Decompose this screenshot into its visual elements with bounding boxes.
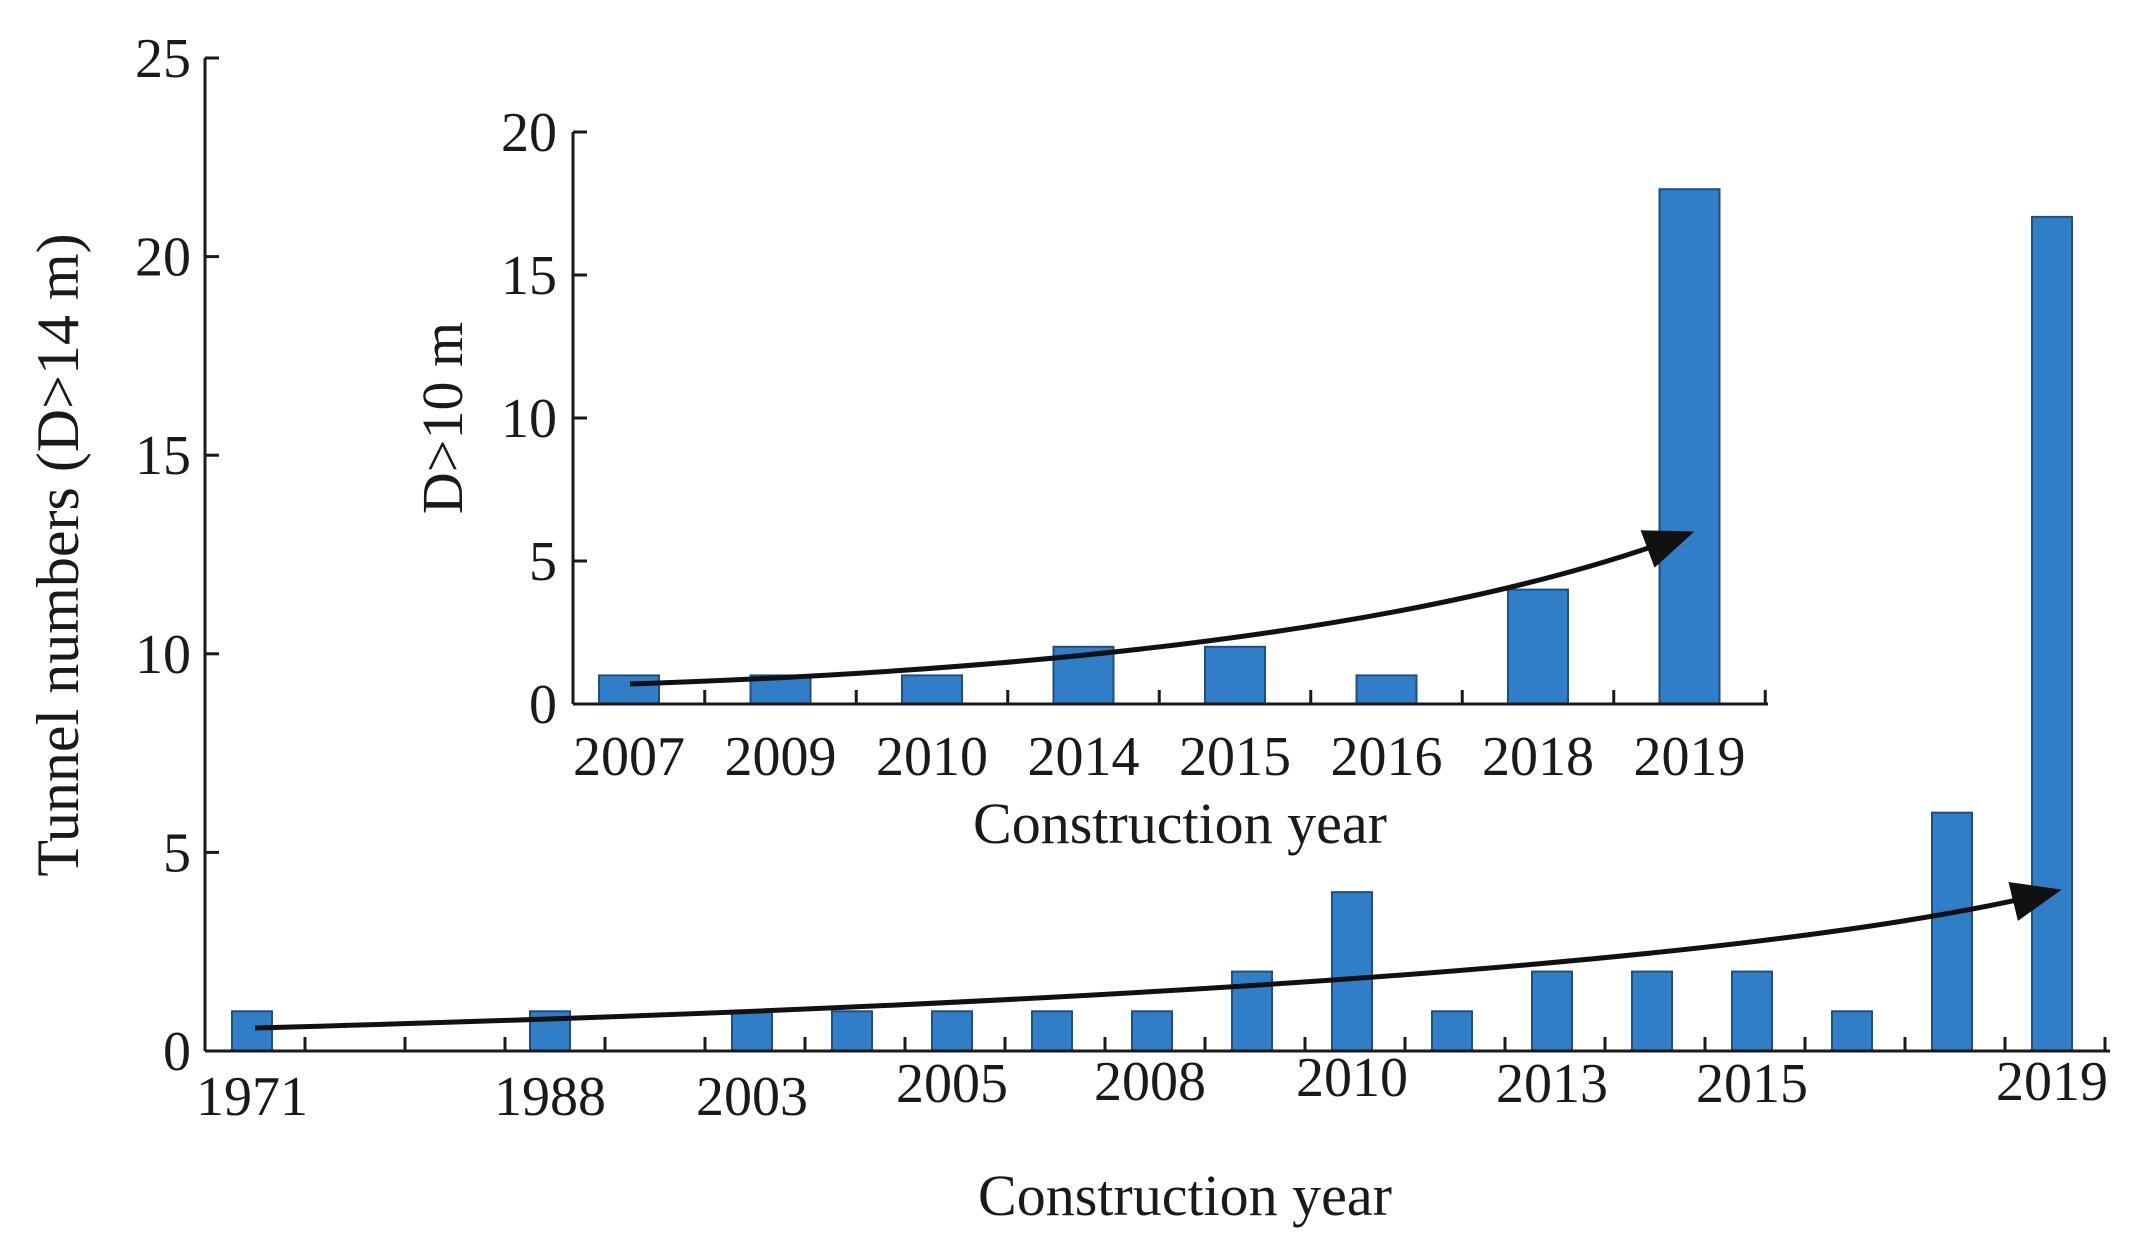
main-y-ticks: 0 5 10 15 20 25 xyxy=(135,28,219,1083)
inset-bar-2015 xyxy=(1204,645,1266,705)
inset-bar-2007 xyxy=(598,674,660,706)
main-trend-arrow xyxy=(254,882,2062,1031)
inset-x-tick-label: 2016 xyxy=(1331,726,1443,788)
main-y-tick-label: 25 xyxy=(135,28,191,90)
main-x-tick-label: 2010 xyxy=(1296,1047,1408,1109)
inset-x-tick-label: 2014 xyxy=(1028,726,1140,788)
main-bars xyxy=(231,215,2073,1053)
main-x-tick-label: 2013 xyxy=(1496,1053,1608,1115)
main-x-tick-label: 2003 xyxy=(696,1066,808,1128)
main-x-axis-label: Construction year xyxy=(978,1163,1392,1228)
main-bar-2016 xyxy=(1831,1010,1873,1053)
main-y-tick-label: 5 xyxy=(163,822,191,884)
main-bar-2003 xyxy=(731,1010,773,1053)
inset-bar-2018 xyxy=(1507,588,1569,705)
main-x-tick-label: 2005 xyxy=(896,1053,1008,1115)
inset-x-tick-label: 2015 xyxy=(1179,726,1291,788)
main-bar-2013 xyxy=(1531,970,1573,1052)
inset-bar-2019 xyxy=(1658,188,1721,705)
inset-x-tick-label: 2019 xyxy=(1634,726,1746,788)
main-x-tick-label: 2008 xyxy=(1094,1051,1206,1113)
main-bar-2007 xyxy=(1131,1010,1173,1053)
main-bar-2004 xyxy=(831,1010,873,1053)
main-x-tick-label: 1988 xyxy=(494,1066,606,1128)
inset-y-tick-label: 10 xyxy=(501,388,557,450)
main-x-tick-label: 1971 xyxy=(196,1066,308,1128)
main-y-axis-label: Tunnel numbers (D>14 m) xyxy=(25,233,91,876)
inset-bars xyxy=(598,188,1721,706)
inset-bar-2010 xyxy=(901,674,963,706)
inset-y-tick-label: 20 xyxy=(501,102,557,164)
inset-x-axis-label: Construction year xyxy=(973,791,1387,856)
main-x-ticks: 1971 1988 2003 2005 2008 2010 2013 2015 2019 xyxy=(196,1037,2108,1128)
inset-y-tick-label: 5 xyxy=(529,531,557,593)
main-y-tick-label: 0 xyxy=(163,1021,191,1083)
inset-x-tick-label: 2007 xyxy=(573,726,685,788)
main-bar-2014 xyxy=(1631,970,1673,1052)
main-bar-2011 xyxy=(1431,1010,1473,1053)
inset-chart: 0 5 10 15 20 2007 2009 2010 2014 2015 2016 2018 201… xyxy=(410,102,1768,856)
main-y-tick-label: 20 xyxy=(135,227,191,289)
inset-x-tick-label: 2009 xyxy=(725,726,837,788)
main-bar-2005 xyxy=(931,1010,973,1053)
main-bar-1971 xyxy=(231,1010,273,1053)
main-y-tick-label: 10 xyxy=(135,624,191,686)
inset-trend-arrow xyxy=(629,530,1695,687)
inset-x-tick-label: 2018 xyxy=(1482,726,1594,788)
main-bar-2019 xyxy=(2031,215,2073,1052)
main-bar-2010 xyxy=(1331,891,1373,1052)
main-y-tick-label: 15 xyxy=(135,425,191,487)
main-x-tick-label: 2015 xyxy=(1696,1053,1808,1115)
main-bar-2015 xyxy=(1731,970,1773,1052)
main-x-tick-label: 2019 xyxy=(1996,1051,2108,1113)
inset-x-ticks: 2007 2009 2010 2014 2015 2016 2018 2019 xyxy=(573,690,1767,788)
inset-y-tick-label: 0 xyxy=(529,674,557,736)
inset-y-tick-label: 15 xyxy=(501,245,557,307)
inset-bar-2016 xyxy=(1355,674,1418,706)
inset-x-tick-label: 2010 xyxy=(876,726,988,788)
main-bar-2006 xyxy=(1031,1010,1073,1053)
inset-y-ticks: 0 5 10 15 20 xyxy=(501,102,587,736)
inset-y-axis-label: D>10 m xyxy=(410,322,475,514)
main-bar-2018 xyxy=(1931,811,1973,1052)
